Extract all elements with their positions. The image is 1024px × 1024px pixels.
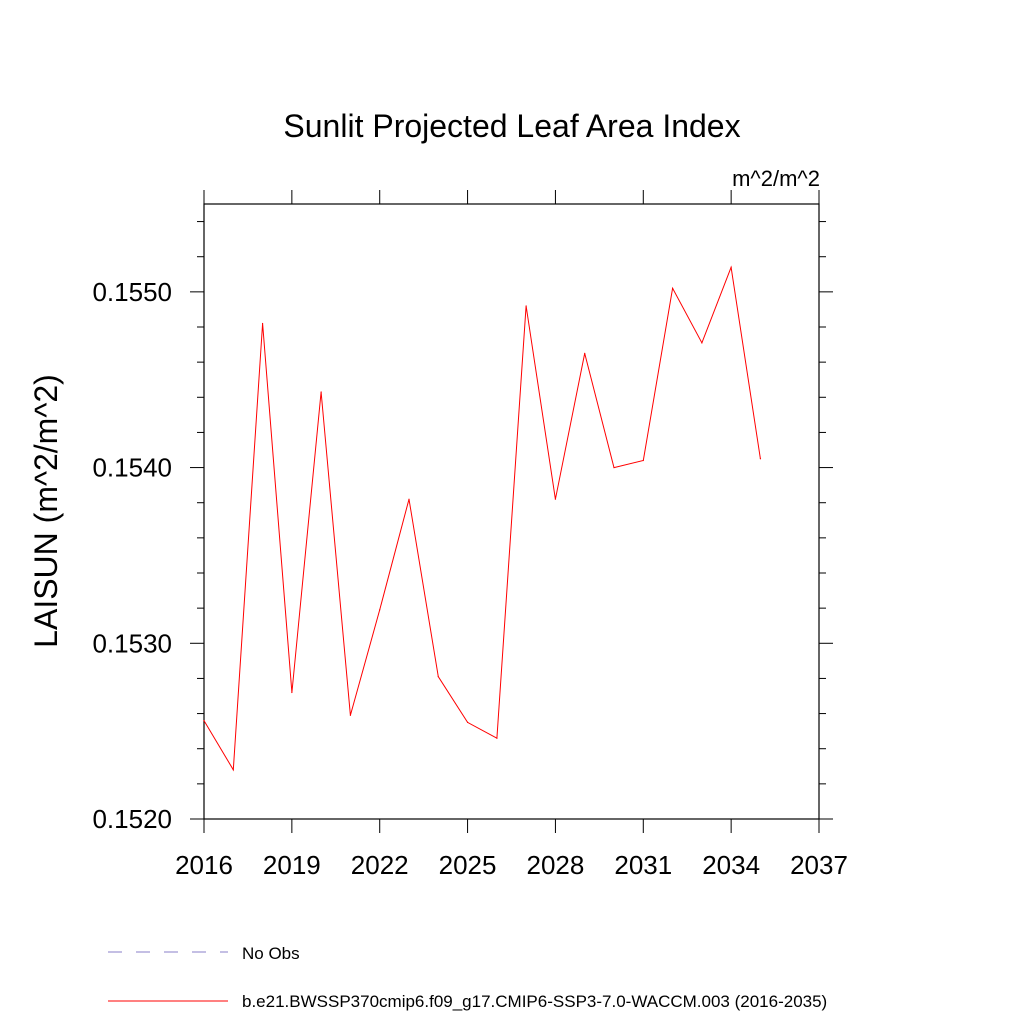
data-point — [701, 342, 703, 344]
data-point — [730, 266, 732, 268]
data-point — [496, 737, 498, 739]
y-tick-label: 0.1520 — [92, 804, 172, 834]
data-point — [379, 609, 381, 611]
data-point — [408, 498, 410, 500]
y-tick-label: 0.1540 — [92, 453, 172, 483]
x-tick-label: 2034 — [702, 850, 760, 880]
plot-frame — [203, 203, 820, 820]
axis-ticks — [190, 190, 833, 833]
data-point — [466, 721, 469, 723]
chart-title: Sunlit Projected Leaf Area Index — [283, 108, 740, 144]
series-line — [203, 265, 761, 772]
legend-label-no-obs: No Obs — [242, 944, 300, 963]
data-point — [759, 458, 762, 460]
legend-label-model: b.e21.BWSSP370cmip6.f09_g17.CMIP6-SSP3-7… — [242, 992, 827, 1011]
data-point — [261, 322, 264, 325]
data-point — [584, 352, 586, 354]
y-axis-label: LAISUN (m^2/m^2) — [28, 374, 64, 648]
x-tick-label: 2031 — [614, 850, 672, 880]
x-tick-label: 2028 — [527, 850, 585, 880]
y-tick-label: 0.1530 — [92, 628, 172, 658]
data-point — [671, 287, 674, 289]
legend: No Obs b.e21.BWSSP370cmip6.f09_g17.CMIP6… — [108, 944, 827, 1011]
data-point — [291, 691, 293, 694]
data-point — [613, 466, 615, 469]
axis-tick-labels: 2016 2019 2022 2025 2028 2031 2034 2037 0.1520 0.… — [92, 277, 847, 880]
data-point — [232, 769, 234, 771]
x-tick-label: 2022 — [351, 850, 409, 880]
series-layer — [203, 265, 762, 772]
data-point — [642, 459, 644, 462]
x-tick-label: 2037 — [790, 850, 848, 880]
units-label: m^2/m^2 — [732, 166, 820, 191]
x-tick-label: 2019 — [263, 850, 321, 880]
data-point — [525, 305, 527, 307]
data-point — [203, 720, 205, 722]
data-point — [437, 676, 439, 678]
y-tick-label: 0.1550 — [92, 277, 172, 307]
data-point — [349, 714, 352, 716]
data-point — [320, 391, 322, 393]
x-tick-label: 2025 — [439, 850, 497, 880]
data-point — [554, 498, 557, 500]
x-tick-label: 2016 — [175, 850, 233, 880]
